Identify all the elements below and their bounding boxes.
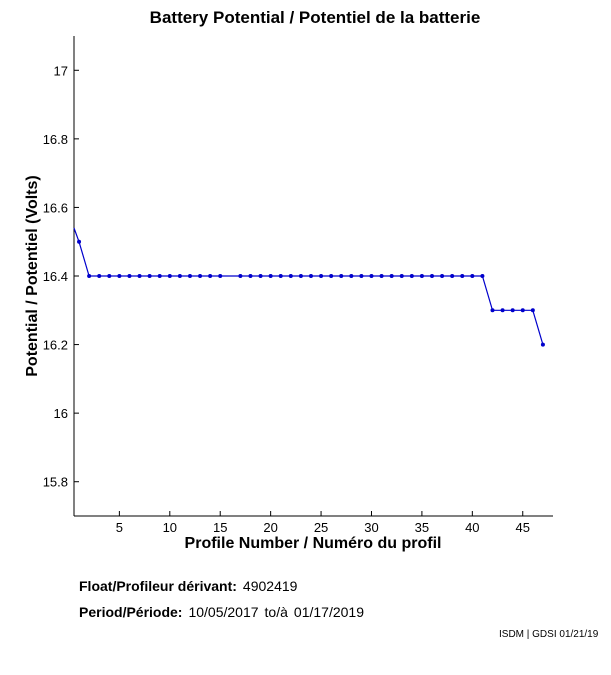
data-point <box>177 274 182 278</box>
data-point <box>198 274 203 278</box>
data-point <box>389 274 394 278</box>
data-point <box>399 274 404 278</box>
float-info: Float/Profileur dérivant: 4902419 <box>79 578 297 594</box>
data-point <box>450 274 455 278</box>
y-tick-label: 16.6 <box>43 200 68 215</box>
data-point <box>147 274 152 278</box>
data-point <box>268 274 273 278</box>
data-point <box>238 274 243 278</box>
y-tick-label: 16 <box>54 406 68 421</box>
data-point <box>97 274 102 278</box>
x-tick-label: 20 <box>263 520 277 535</box>
data-point <box>349 274 354 278</box>
data-point <box>409 274 414 278</box>
x-tick-label: 25 <box>314 520 328 535</box>
x-tick-label: 15 <box>213 520 227 535</box>
data-point <box>480 274 485 278</box>
credit-text: ISDM | GDSI 01/21/19 <box>499 629 599 640</box>
x-tick-label: 45 <box>516 520 530 535</box>
y-axis-label: Potential / Potentiel (Volts) <box>24 175 41 377</box>
period-end: 01/17/2019 <box>293 604 364 620</box>
period-info: Period/Période: 10/05/2017 to/à 01/17/2019 <box>79 604 364 620</box>
x-tick-label: 35 <box>415 520 429 535</box>
data-point <box>540 342 545 347</box>
x-tick-label: 40 <box>465 520 479 535</box>
y-tick-label: 16.2 <box>43 338 68 353</box>
x-tick-label: 10 <box>163 520 177 535</box>
data-point <box>298 274 303 278</box>
chart-title: Battery Potential / Potentiel de la batt… <box>150 8 481 27</box>
data-point <box>87 274 92 278</box>
series-battery-potential <box>73 227 545 347</box>
data-point <box>107 274 112 278</box>
data-point <box>520 308 525 313</box>
x-tick-label: 30 <box>364 520 378 535</box>
data-point <box>157 274 162 278</box>
x-axis-ticks: 5 10 15 20 25 30 35 40 45 <box>116 511 530 535</box>
data-point <box>339 274 344 278</box>
data-point <box>530 308 535 313</box>
period-separator: to/à <box>264 604 288 620</box>
period-start: 10/05/2017 <box>188 604 259 620</box>
y-tick-label: 16.8 <box>43 132 68 147</box>
period-label: Period/Période: <box>79 604 183 620</box>
y-tick-label: 17 <box>54 63 68 78</box>
float-label: Float/Profileur dérivant: <box>79 578 237 594</box>
series-line <box>73 227 544 345</box>
data-point <box>308 274 313 278</box>
data-point <box>500 308 505 313</box>
data-point <box>208 274 213 278</box>
data-point <box>369 274 374 278</box>
data-point <box>329 274 334 278</box>
float-value: 4902419 <box>242 578 298 594</box>
data-point <box>490 308 495 313</box>
data-point <box>278 274 283 278</box>
y-tick-label: 16.4 <box>43 269 68 284</box>
data-point <box>77 239 82 244</box>
data-point <box>127 274 132 278</box>
data-point <box>288 274 293 278</box>
y-axis-ticks: 15.8 16 16.2 16.4 16.6 16.8 17 <box>43 63 79 490</box>
data-point <box>429 274 434 278</box>
data-point <box>187 274 192 278</box>
data-point <box>470 274 475 278</box>
data-point <box>248 274 253 278</box>
data-point <box>117 274 122 278</box>
data-point <box>419 274 424 278</box>
data-point <box>218 274 223 278</box>
data-point <box>319 274 324 278</box>
y-tick-label: 15.8 <box>43 475 68 490</box>
data-point <box>258 274 263 278</box>
data-point <box>460 274 465 278</box>
x-axis-label: Profile Number / Numéro du profil <box>185 535 442 552</box>
data-point <box>510 308 515 313</box>
data-point <box>167 274 172 278</box>
x-tick-label: 5 <box>116 520 123 535</box>
data-point <box>440 274 445 278</box>
data-point <box>359 274 364 278</box>
data-point <box>137 274 142 278</box>
data-point <box>379 274 384 278</box>
